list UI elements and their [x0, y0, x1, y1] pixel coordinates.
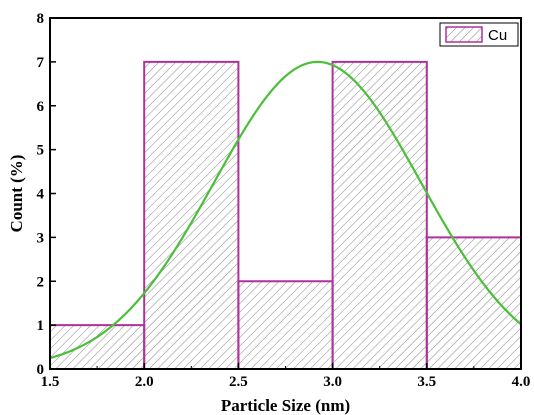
y-tick-label: 7 — [37, 55, 45, 71]
y-tick-label: 5 — [37, 143, 45, 159]
x-tick-label: 2.5 — [229, 374, 248, 390]
histogram-bar-1 — [49, 324, 146, 370]
y-tick-label: 0 — [37, 362, 45, 378]
y-tick-label: 6 — [37, 99, 45, 115]
y-tick-label: 2 — [37, 274, 45, 290]
y-axis-title: Count (%) — [7, 155, 26, 233]
y-tick-label: 8 — [37, 11, 45, 27]
histogram-bar-3 — [237, 280, 334, 370]
gaussian-fit-curve — [49, 60, 522, 360]
bars-layer — [49, 60, 522, 370]
x-tick-label: 4.0 — [512, 374, 531, 390]
ticks-layer: 1.5 2.0 2.5 3.0 3.5 4.0 0 1 2 3 4 5 6 7 8 — [37, 11, 531, 390]
histogram-bar-4 — [331, 60, 428, 370]
legend: Cu — [439, 22, 519, 47]
legend-swatch-cu — [445, 26, 483, 43]
x-axis-title: Particle Size (nm) — [221, 396, 350, 415]
x-tick-label: 3.0 — [323, 374, 342, 390]
fit-curve-layer — [49, 60, 522, 360]
y-tick-label: 1 — [37, 318, 45, 334]
y-tick-label: 4 — [37, 187, 45, 203]
histogram-bar-5 — [425, 236, 522, 370]
legend-label-cu: Cu — [488, 27, 507, 44]
x-tick-label: 3.5 — [417, 374, 436, 390]
histogram-bar-2 — [143, 60, 240, 370]
y-tick-label: 3 — [37, 230, 45, 246]
x-tick-label: 1.5 — [41, 374, 60, 390]
x-tick-label: 2.0 — [135, 374, 154, 390]
